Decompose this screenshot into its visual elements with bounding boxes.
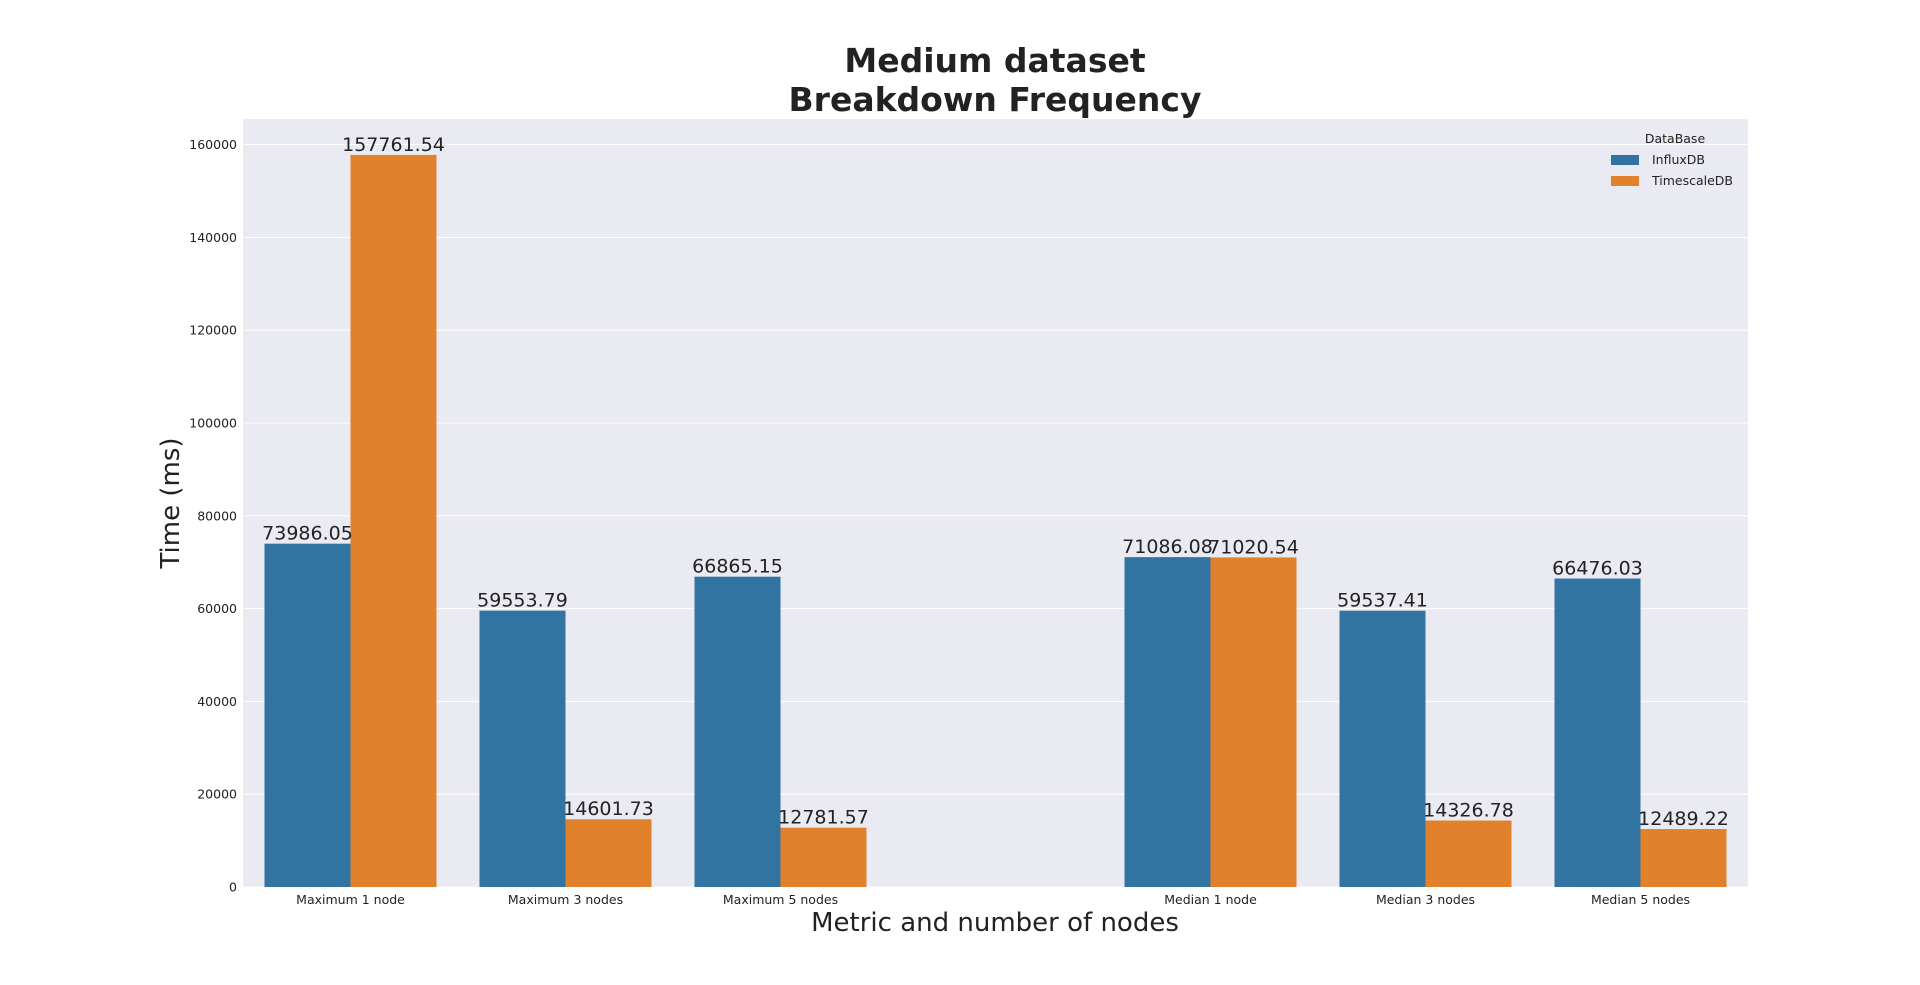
bar-value-label: 157761.54 — [342, 134, 445, 156]
y-axis-title: Time (ms) — [156, 437, 186, 569]
legend-swatch-influxdb — [1611, 155, 1639, 165]
bar-influxdb-median-1-node — [1124, 557, 1211, 887]
bar-timescaledb-median-5-nodes — [1640, 829, 1727, 887]
plot-background — [243, 119, 1748, 887]
legend-label-influxdb: InfluxDB — [1652, 152, 1705, 167]
bar-value-label: 66865.15 — [692, 556, 783, 578]
bar-influxdb-maximum-5-nodes — [694, 576, 781, 887]
bar-timescaledb-maximum-3-nodes — [565, 819, 652, 887]
y-tick-label: 80000 — [197, 508, 237, 523]
bar-timescaledb-median-1-node — [1210, 557, 1297, 887]
bar-influxdb-maximum-3-nodes — [479, 610, 566, 887]
bar-influxdb-median-5-nodes — [1554, 578, 1641, 887]
y-tick-label: 40000 — [197, 694, 237, 709]
y-tick-labels: 0 20000 40000 60000 80000 100000 120000 140000 1… — [189, 137, 237, 894]
x-tick-label: Median 1 node — [1164, 892, 1257, 907]
bar-timescaledb-median-3-nodes — [1425, 820, 1512, 887]
x-tick-label: Maximum 3 nodes — [508, 892, 623, 907]
bar-value-label: 12781.57 — [778, 807, 869, 829]
chart-title-line-2: Breakdown Frequency — [789, 80, 1202, 119]
y-tick-label: 20000 — [197, 787, 237, 802]
legend: DataBase InfluxDB TimescaleDB — [1611, 131, 1733, 188]
bar-value-label: 66476.03 — [1552, 558, 1643, 580]
legend-title: DataBase — [1645, 131, 1706, 146]
bar-value-label: 14601.73 — [563, 798, 654, 820]
y-tick-label: 0 — [229, 880, 237, 895]
y-tick-label: 160000 — [189, 137, 237, 152]
legend-swatch-timescaledb — [1611, 176, 1639, 186]
bar-value-label: 12489.22 — [1638, 808, 1729, 830]
bar-timescaledb-maximum-5-nodes — [780, 827, 867, 887]
bars-group — [264, 154, 1727, 887]
y-tick-label: 100000 — [189, 415, 237, 430]
y-tick-label: 120000 — [189, 323, 237, 338]
bar-value-label: 71020.54 — [1208, 536, 1299, 558]
y-tick-label: 60000 — [197, 601, 237, 616]
bar-value-label: 59537.41 — [1337, 590, 1428, 612]
bar-value-label: 71086.08 — [1122, 536, 1213, 558]
bar-timescaledb-maximum-1-node — [350, 154, 437, 887]
x-tick-label: Maximum 1 node — [296, 892, 405, 907]
chart-title-line-1: Medium dataset — [844, 41, 1145, 80]
legend-label-timescaledb: TimescaleDB — [1651, 173, 1733, 188]
bar-value-label: 73986.05 — [262, 523, 353, 545]
x-tick-labels: Maximum 1 node Maximum 3 nodes Maximum 5 n… — [296, 892, 1690, 907]
x-tick-label: Median 3 nodes — [1376, 892, 1475, 907]
bar-influxdb-maximum-1-node — [264, 543, 351, 887]
x-tick-label: Median 5 nodes — [1591, 892, 1690, 907]
bar-influxdb-median-3-nodes — [1339, 610, 1426, 887]
x-axis-title: Metric and number of nodes — [811, 908, 1179, 938]
y-tick-label: 140000 — [189, 230, 237, 245]
bar-labels-group: 73986.05 59553.79 66865.15 71086.08 59537.41… — [262, 134, 1729, 830]
bar-value-label: 59553.79 — [477, 590, 568, 612]
x-tick-label: Maximum 5 nodes — [723, 892, 838, 907]
bar-value-label: 14326.78 — [1423, 800, 1514, 822]
